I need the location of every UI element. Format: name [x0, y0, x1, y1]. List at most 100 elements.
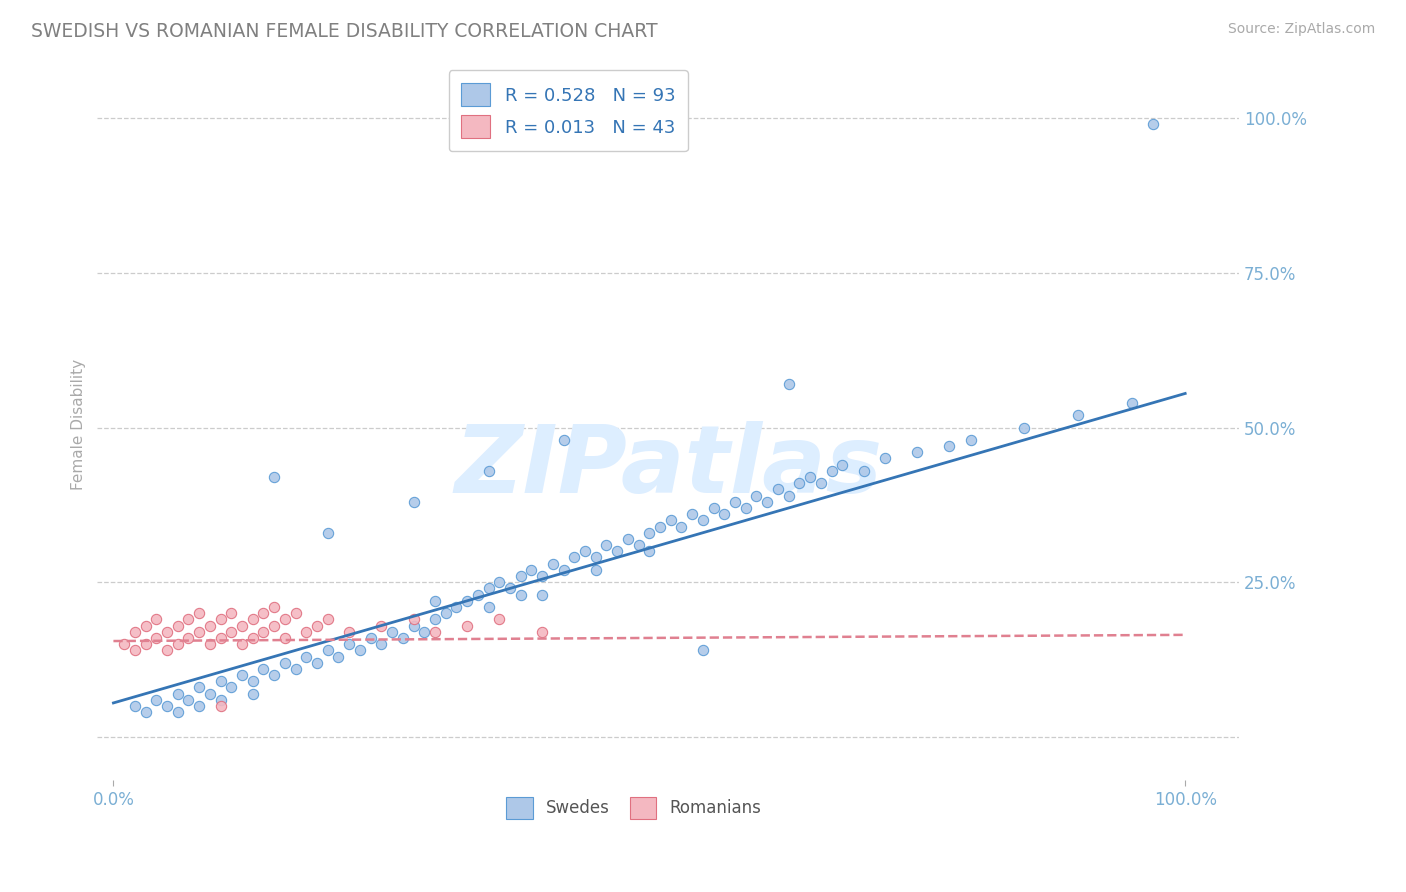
Point [671, 519, 693, 533]
Point [337, 624, 360, 639]
Point [713, 507, 735, 521]
Point [209, 674, 232, 689]
Point [295, 624, 318, 639]
Point [477, 599, 499, 614]
Point [531, 624, 554, 639]
Point [574, 544, 596, 558]
Point [166, 618, 188, 632]
Point [692, 643, 714, 657]
Point [307, 618, 329, 632]
Point [231, 618, 253, 632]
Point [231, 637, 253, 651]
Point [959, 433, 981, 447]
Point [1067, 408, 1090, 422]
Point [1014, 420, 1036, 434]
Point [252, 606, 274, 620]
Point [789, 476, 811, 491]
Point [477, 582, 499, 596]
Point [145, 612, 167, 626]
Point [274, 631, 297, 645]
Point [423, 624, 446, 639]
Point [541, 557, 564, 571]
Point [370, 618, 392, 632]
Point [875, 451, 897, 466]
Point [692, 513, 714, 527]
Point [617, 532, 640, 546]
Point [1121, 396, 1143, 410]
Point [221, 624, 243, 639]
Point [831, 458, 853, 472]
Point [188, 699, 211, 714]
Point [274, 612, 297, 626]
Point [242, 687, 264, 701]
Point [820, 464, 842, 478]
Point [381, 624, 404, 639]
Point [391, 631, 413, 645]
Point [188, 681, 211, 695]
Point [135, 618, 157, 632]
Point [252, 662, 274, 676]
Point [402, 612, 425, 626]
Point [177, 631, 200, 645]
Point [209, 612, 232, 626]
Point [905, 445, 928, 459]
Point [423, 594, 446, 608]
Point [606, 544, 628, 558]
Point [360, 631, 382, 645]
Point [553, 433, 575, 447]
Point [413, 624, 436, 639]
Point [156, 643, 179, 657]
Point [177, 693, 200, 707]
Point [135, 637, 157, 651]
Point [124, 643, 146, 657]
Point [263, 618, 285, 632]
Point [145, 631, 167, 645]
Point [852, 464, 875, 478]
Point [488, 575, 510, 590]
Point [423, 612, 446, 626]
Point [659, 513, 682, 527]
Point [562, 550, 585, 565]
Point [198, 687, 221, 701]
Point [198, 637, 221, 651]
Point [209, 631, 232, 645]
Point [231, 668, 253, 682]
Point [595, 538, 617, 552]
Point [509, 569, 531, 583]
Point [467, 588, 489, 602]
Point [166, 705, 188, 719]
Point [509, 588, 531, 602]
Point [124, 699, 146, 714]
Point [766, 483, 789, 497]
Point [488, 612, 510, 626]
Point [274, 656, 297, 670]
Point [263, 668, 285, 682]
Point [242, 674, 264, 689]
Point [745, 489, 768, 503]
Point [520, 563, 543, 577]
Point [337, 637, 360, 651]
Point [177, 612, 200, 626]
Point [456, 618, 478, 632]
Point [531, 569, 554, 583]
Point [585, 550, 607, 565]
Point [328, 649, 350, 664]
Point [627, 538, 650, 552]
Point [221, 681, 243, 695]
Point [209, 699, 232, 714]
Point [198, 618, 221, 632]
Point [799, 470, 821, 484]
Point [499, 582, 522, 596]
Point [316, 525, 339, 540]
Point [1142, 117, 1164, 131]
Text: ZIPatlas: ZIPatlas [454, 421, 882, 513]
Point [188, 606, 211, 620]
Point [156, 699, 179, 714]
Point [434, 606, 457, 620]
Point [402, 618, 425, 632]
Point [456, 594, 478, 608]
Point [112, 637, 135, 651]
Point [221, 606, 243, 620]
Point [638, 525, 661, 540]
Point [938, 439, 960, 453]
